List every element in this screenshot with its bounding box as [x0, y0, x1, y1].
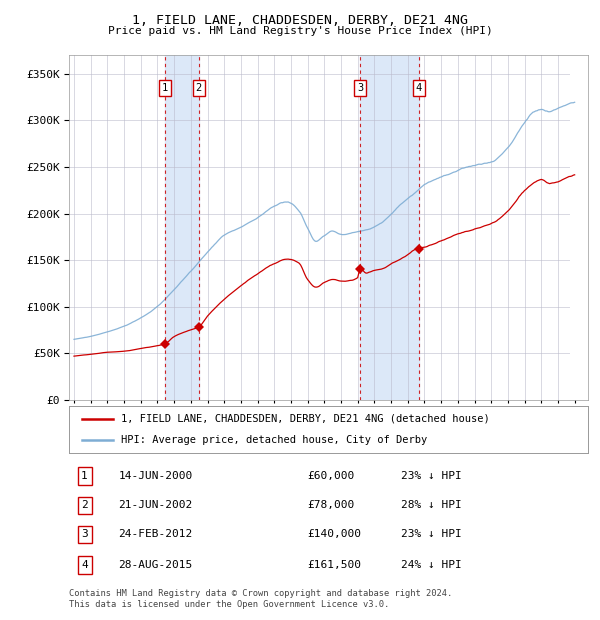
Text: 4: 4	[415, 83, 422, 93]
Text: HPI: Average price, detached house, City of Derby: HPI: Average price, detached house, City…	[121, 435, 427, 445]
Text: 1: 1	[81, 471, 88, 481]
Bar	[569, 55, 588, 400]
Text: Price paid vs. HM Land Registry's House Price Index (HPI): Price paid vs. HM Land Registry's House …	[107, 26, 493, 36]
Text: 14-JUN-2000: 14-JUN-2000	[118, 471, 193, 481]
Text: £60,000: £60,000	[308, 471, 355, 481]
Text: £161,500: £161,500	[308, 560, 362, 570]
Text: 24-FEB-2012: 24-FEB-2012	[118, 529, 193, 539]
Text: 23% ↓ HPI: 23% ↓ HPI	[401, 471, 462, 481]
Text: 1, FIELD LANE, CHADDESDEN, DERBY, DE21 4NG (detached house): 1, FIELD LANE, CHADDESDEN, DERBY, DE21 4…	[121, 414, 490, 423]
Text: £78,000: £78,000	[308, 500, 355, 510]
Bar	[165, 55, 199, 400]
Text: 28% ↓ HPI: 28% ↓ HPI	[401, 500, 462, 510]
Text: 28-AUG-2015: 28-AUG-2015	[118, 560, 193, 570]
Text: £140,000: £140,000	[308, 529, 362, 539]
Text: 2: 2	[196, 83, 202, 93]
Text: 1: 1	[162, 83, 168, 93]
Text: This data is licensed under the Open Government Licence v3.0.: This data is licensed under the Open Gov…	[69, 600, 389, 609]
Text: 4: 4	[81, 560, 88, 570]
Text: 21-JUN-2002: 21-JUN-2002	[118, 500, 193, 510]
Text: 2: 2	[81, 500, 88, 510]
Text: 3: 3	[357, 83, 364, 93]
Text: 23% ↓ HPI: 23% ↓ HPI	[401, 529, 462, 539]
Text: 24% ↓ HPI: 24% ↓ HPI	[401, 560, 462, 570]
Bar	[360, 55, 419, 400]
Text: 1, FIELD LANE, CHADDESDEN, DERBY, DE21 4NG: 1, FIELD LANE, CHADDESDEN, DERBY, DE21 4…	[132, 14, 468, 27]
Text: 3: 3	[81, 529, 88, 539]
Text: Contains HM Land Registry data © Crown copyright and database right 2024.: Contains HM Land Registry data © Crown c…	[69, 589, 452, 598]
